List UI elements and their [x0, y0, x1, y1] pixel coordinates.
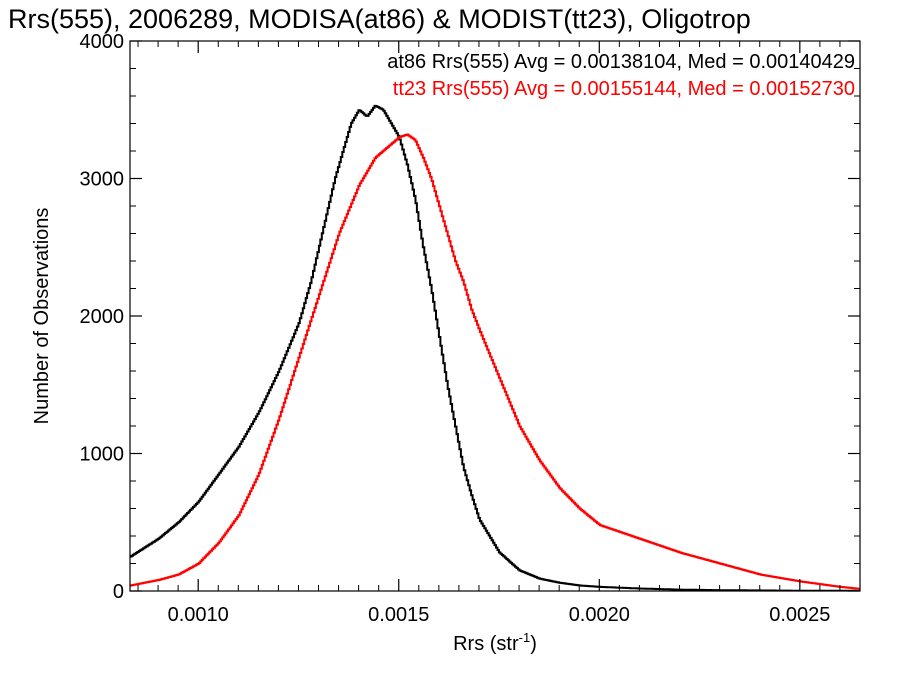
x-tick-label: 0.0015: [368, 604, 429, 626]
plot-frame: [129, 40, 861, 592]
y-tick-label: 1000: [80, 444, 125, 466]
y-tick-label: 2000: [80, 306, 125, 328]
series-layer: [130, 104, 860, 591]
x-axis-label-main: Rrs (str: [453, 633, 519, 655]
tick-layer: 0.0010 0.0015 0.0020 0.0025 0 1000 2000 3000 400…: [80, 31, 860, 626]
y-tick-label: 4000: [80, 31, 125, 53]
legend-entry-at86: at86 Rrs(555) Avg = 0.00138104, Med = 0.…: [387, 51, 855, 73]
x-tick-label: 0.0010: [168, 604, 229, 626]
x-axis-label-superscript: -1: [519, 630, 531, 645]
legend-entry-tt23: tt23 Rrs(555) Avg = 0.00155144, Med = 0.…: [393, 78, 855, 100]
x-tick-label: 0.0020: [569, 604, 630, 626]
y-tick-label: 3000: [80, 169, 125, 191]
x-axis-label-close: ): [530, 633, 537, 655]
y-tick-label: 0: [113, 581, 124, 603]
x-axis-label: Rrs (str-1): [453, 630, 537, 655]
legend: at86 Rrs(555) Avg = 0.00138104, Med = 0.…: [387, 51, 855, 100]
x-tick-label: 0.0025: [769, 604, 830, 626]
y-axis-label: Number of Observations: [31, 208, 53, 425]
chart-title: Rrs(555), 2006289, MODISA(at86) & MODIST…: [8, 4, 751, 34]
series-line-at86: [130, 104, 860, 591]
series-line-tt23: [130, 133, 860, 590]
